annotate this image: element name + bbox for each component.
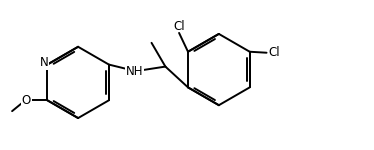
Text: Cl: Cl bbox=[173, 20, 185, 33]
Text: Cl: Cl bbox=[269, 46, 280, 59]
Text: N: N bbox=[39, 56, 48, 69]
Text: NH: NH bbox=[126, 65, 144, 78]
Text: O: O bbox=[22, 94, 31, 107]
